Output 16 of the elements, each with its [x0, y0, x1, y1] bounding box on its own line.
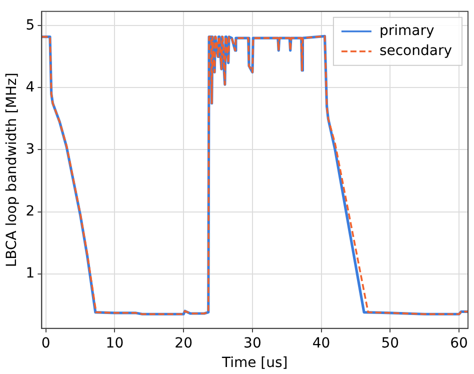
x-axis-title: Time [us]: [220, 355, 288, 372]
legend-label: primary: [379, 23, 434, 40]
x-tick-label: 0: [41, 335, 50, 352]
x-tick-label: 30: [244, 335, 262, 352]
x-tick-label: 40: [312, 335, 330, 352]
y-tick-label: 2: [26, 203, 35, 220]
x-tick-label: 50: [381, 335, 400, 352]
x-tick-label: 20: [174, 335, 192, 352]
y-axis-title: LBCA loop bandwidth [MHz]: [4, 72, 20, 268]
y-tick-label: 4: [26, 79, 35, 96]
y-tick-label: 3: [26, 141, 35, 158]
legend-label: secondary: [379, 43, 452, 60]
y-tick-label: 5: [26, 17, 35, 34]
x-tick-label: 10: [106, 335, 124, 352]
x-tick-label: 60: [450, 335, 468, 352]
y-tick-label: 1: [26, 265, 35, 282]
